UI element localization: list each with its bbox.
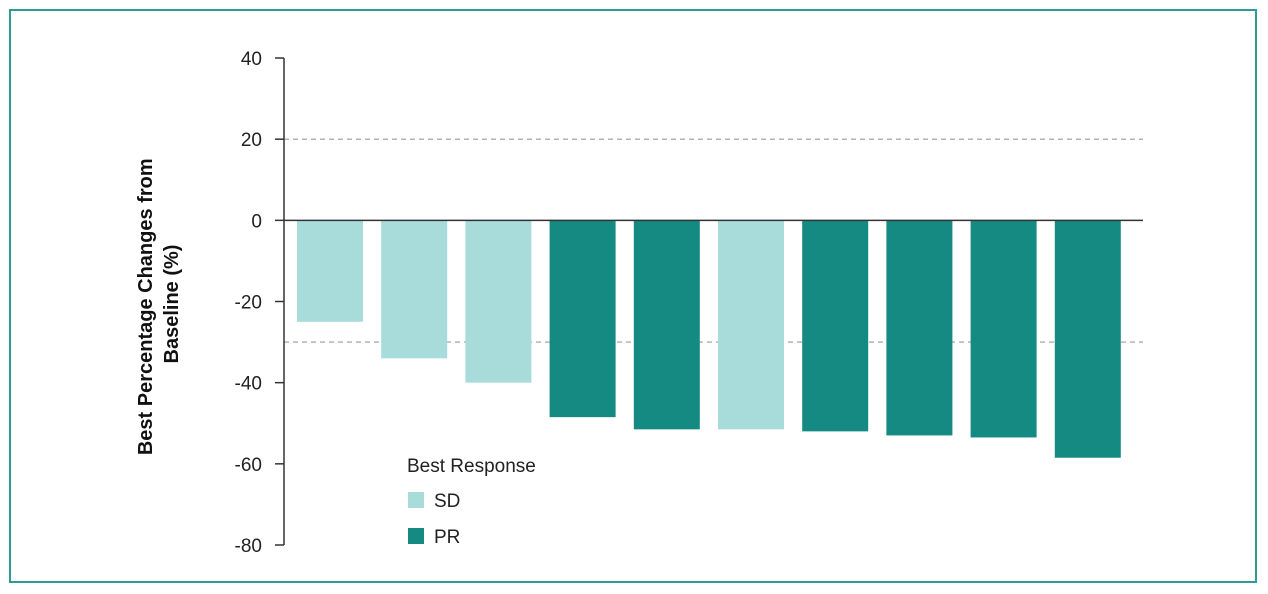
bar-1 [297,220,363,322]
y-tick-label-20: 20 [241,130,262,151]
y-tick-label-0: 0 [251,211,262,232]
bar-9 [970,220,1037,438]
bar-4 [549,220,616,418]
bar-3 [465,220,532,383]
bar-6 [718,220,784,430]
legend-swatch-pr [408,528,424,544]
y-tick-label--40: -40 [235,374,262,395]
y-tick-label--60: -60 [235,455,262,476]
y-axis-title-line-1: Best Percentage Changes from [135,158,157,455]
bar-7 [802,220,869,432]
chart-frame [9,9,1257,583]
y-axis-title-line-2: Baseline (%) [161,245,183,364]
y-tick-label--20: -20 [235,293,262,314]
legend-label-sd: SD [434,491,460,512]
bars [297,220,1121,458]
legend-title: Best Response [407,456,536,477]
y-ticks: 40 20 0 -20 -40 -60 -80 [235,49,284,557]
legend: Best Response SD PR [407,456,536,548]
legend-swatch-sd [408,492,424,508]
y-tick-label-40: 40 [241,49,262,70]
legend-label-pr: PR [434,527,460,548]
y-tick-label--80: -80 [235,536,262,557]
y-axis-title: Best Percentage Changes from Baseline (%… [135,153,183,455]
bar-10 [1054,220,1121,458]
bar-8 [886,220,953,436]
bar-2 [381,220,448,359]
bar-5 [633,220,700,430]
